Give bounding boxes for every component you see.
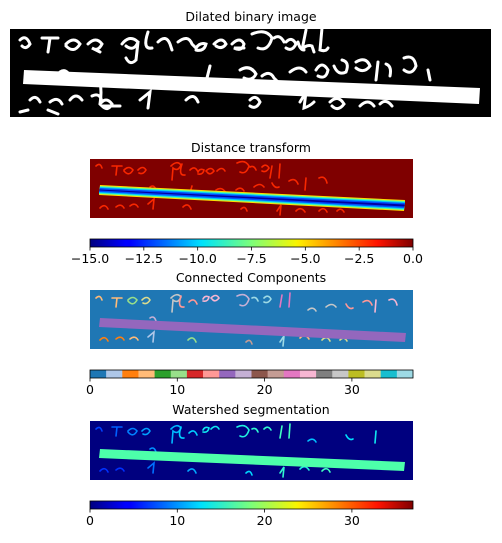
- colorbar-tick-label: −15.0: [71, 251, 109, 266]
- distance-transform-image: [90, 159, 413, 218]
- watershed-colorbar: 0 10 20 30: [86, 500, 414, 528]
- colorbar-swatch: [364, 370, 381, 378]
- colorbar-tick-label: 30: [344, 513, 360, 528]
- colorbar-swatch: [219, 370, 236, 378]
- colorbar-swatch: [122, 370, 139, 378]
- colorbar-swatch: [316, 370, 333, 378]
- dilated-binary-image: [10, 26, 491, 117]
- colorbar-tick-label: 20: [257, 382, 273, 397]
- colorbar-swatch: [106, 370, 123, 378]
- colorbar-swatch: [154, 370, 172, 378]
- components-colorbar: 0 10 20 30: [86, 369, 414, 397]
- colorbar-swatch: [186, 370, 204, 378]
- colorbar-swatch: [348, 370, 365, 378]
- colorbar-swatch: [170, 370, 188, 378]
- watershed-image: [90, 421, 413, 480]
- connected-components-image: [90, 290, 413, 349]
- colorbar-swatch: [267, 370, 285, 378]
- colorbar-tick-label: 30: [344, 382, 360, 397]
- colorbar-swatch: [380, 370, 398, 378]
- colorbar-swatch: [90, 370, 107, 378]
- panel4-title: Watershed segmentation: [172, 402, 329, 417]
- colorbar-swatch: [396, 370, 414, 378]
- colorbar-swatch: [299, 370, 317, 378]
- colorbar-swatch: [283, 370, 301, 378]
- colorbar-swatch: [235, 370, 252, 378]
- panel1-title: Dilated binary image: [185, 9, 316, 24]
- colorbar-tick-label: −2.5: [344, 251, 374, 266]
- panel2-title: Distance transform: [191, 140, 311, 155]
- colorbar-tick-label: 0: [86, 513, 94, 528]
- colorbar-tick-label: 10: [169, 382, 185, 397]
- colorbar-tick-label: −10.0: [179, 251, 217, 266]
- colorbar-swatch: [138, 370, 155, 378]
- colorbar-tick-label: −7.5: [236, 251, 266, 266]
- colorbar-swatch: [203, 370, 220, 378]
- distance-colorbar: −15.0 −12.5 −10.0 −7.5 −5.0 −2.5 0.0: [71, 238, 423, 266]
- colorbar-swatch: [251, 370, 268, 378]
- colorbar-swatch: [332, 370, 349, 378]
- colorbar-tick-label: 0.0: [403, 251, 423, 266]
- panel3-title: Connected Components: [176, 270, 326, 285]
- colorbar-tick-label: 10: [169, 513, 185, 528]
- colorbar-tick-label: 0: [86, 382, 94, 397]
- colorbar-tick-label: −12.5: [125, 251, 163, 266]
- colorbar-tick-label: −5.0: [290, 251, 320, 266]
- colorbar-tick-label: 20: [257, 513, 273, 528]
